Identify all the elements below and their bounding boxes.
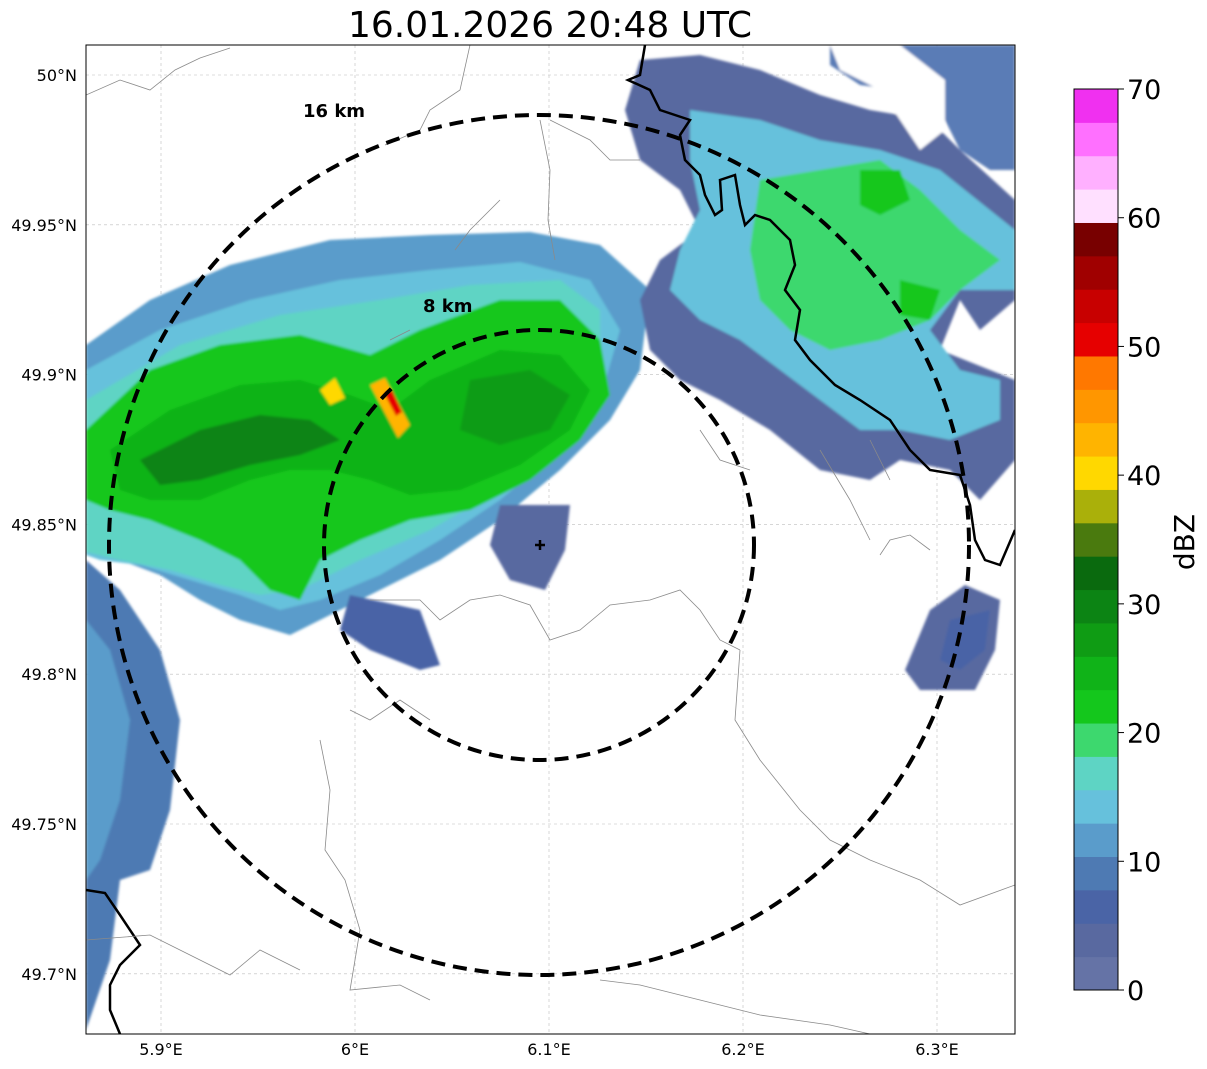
page-title: 16.01.2026 20:48 UTC [347, 5, 753, 46]
colorbar: 0 10 20 30 40 50 60 70 dBZ [1073, 75, 1201, 1007]
lat-tick-label: 49.7°N [21, 965, 77, 984]
range-ring-8km [322, 328, 756, 762]
lon-tick-label: 5.9°E [139, 1040, 183, 1059]
echo-core-darker [140, 415, 340, 485]
colorbar-segment [1074, 656, 1118, 691]
lon-tick-label: 6.2°E [721, 1040, 765, 1059]
colorbar-segment [1074, 489, 1118, 524]
range-ring-16km [107, 113, 971, 977]
colorbar-segment [1074, 322, 1118, 357]
lat-tick-label: 49.75°N [11, 815, 77, 834]
colorbar-tick-label: 0 [1127, 976, 1144, 1007]
colorbar-segment [1074, 289, 1118, 324]
echo-band-northeast-core-2 [900, 280, 940, 320]
colorbar-segment [1074, 856, 1118, 891]
echo-high-cell-1 [320, 378, 345, 405]
lon-tick-label: 6.1°E [527, 1040, 571, 1059]
echo-high-cell-2 [370, 378, 410, 438]
colorbar-title: dBZ [1168, 514, 1201, 570]
colorbar-tick-label: 30 [1127, 590, 1161, 621]
colorbar-segment [1074, 923, 1118, 958]
colorbar-tick-label: 60 [1127, 204, 1161, 235]
colorbar-segment [1074, 889, 1118, 924]
colorbar-tick-label: 50 [1127, 332, 1161, 363]
colorbar-segment [1074, 222, 1118, 257]
colorbar-segment [1074, 689, 1118, 724]
map-frame [85, 44, 1016, 1035]
lon-tick-label: 6°E [341, 1040, 369, 1059]
colorbar-segment [1074, 122, 1118, 157]
latitude-tick-labels: 50°N 49.95°N 49.9°N 49.85°N 49.8°N 49.75°N 49.… [11, 66, 77, 984]
colorbar-segment [1074, 556, 1118, 591]
range-ring-label-8km: 8 km [423, 296, 473, 317]
colorbar-segment [1074, 456, 1118, 490]
colorbar-segment [1074, 255, 1118, 290]
lat-tick-label: 49.9°N [21, 366, 77, 385]
colorbar-tick-label: 70 [1127, 75, 1161, 106]
range-rings: 16 km 8 km [107, 101, 971, 977]
colorbar-tick-label: 10 [1127, 847, 1161, 878]
colorbar-segment [1074, 956, 1118, 991]
echo-core-darker-2 [460, 370, 570, 445]
colorbar-segment [1074, 622, 1118, 657]
map-borders [86, 45, 1015, 1034]
echo-high-cell-3 [384, 390, 402, 416]
longitude-tick-labels: 5.9°E 6°E 6.1°E 6.2°E 6.3°E [139, 1040, 959, 1059]
echo-south-cluster [340, 595, 440, 670]
colorbar-segment [1074, 389, 1118, 424]
colorbar-segment [1074, 789, 1118, 824]
country-border-east [624, 45, 1015, 567]
colorbar-segment [1074, 589, 1118, 624]
colorbar-segment [1074, 355, 1118, 390]
reflectivity-echoes [86, 45, 1015, 1030]
colorbar-segment [1074, 522, 1118, 557]
lon-tick-label: 6.3°E [915, 1040, 959, 1059]
colorbar-segment [1074, 155, 1118, 190]
colorbar-tick-label: 40 [1127, 461, 1161, 492]
lat-tick-label: 49.95°N [11, 216, 77, 235]
admin-boundaries [86, 45, 1015, 1034]
lat-tick-label: 50°N [37, 66, 77, 85]
colorbar-tick-label: 20 [1127, 719, 1161, 750]
colorbar-segment [1074, 823, 1118, 858]
colorbar-segment [1074, 422, 1118, 457]
colorbar-tick-labels: 0 10 20 30 40 50 60 70 [1118, 75, 1161, 1007]
echo-band-northeast-green [750, 160, 1000, 350]
colorbar-frame [1073, 88, 1119, 991]
map-plot-area[interactable]: 16 km 8 km [85, 44, 1016, 1035]
echo-center-south [490, 505, 570, 590]
echo-southeast-2 [940, 610, 990, 670]
echo-top-strip-white [830, 45, 945, 150]
colorbar-segments [1074, 89, 1118, 991]
lat-tick-label: 49.8°N [21, 665, 77, 684]
colorbar-segment [1074, 723, 1118, 757]
lat-tick-label: 49.85°N [11, 515, 77, 534]
colorbar-segment [1074, 756, 1118, 791]
country-border-southwest [86, 888, 142, 1034]
colorbar-segment [1074, 89, 1118, 123]
colorbar-segment [1074, 189, 1118, 223]
range-ring-label-16km: 16 km [303, 101, 365, 122]
echo-west-edge-2 [86, 620, 130, 880]
echo-band-northeast-core [860, 170, 910, 215]
plus-marker [535, 540, 545, 550]
